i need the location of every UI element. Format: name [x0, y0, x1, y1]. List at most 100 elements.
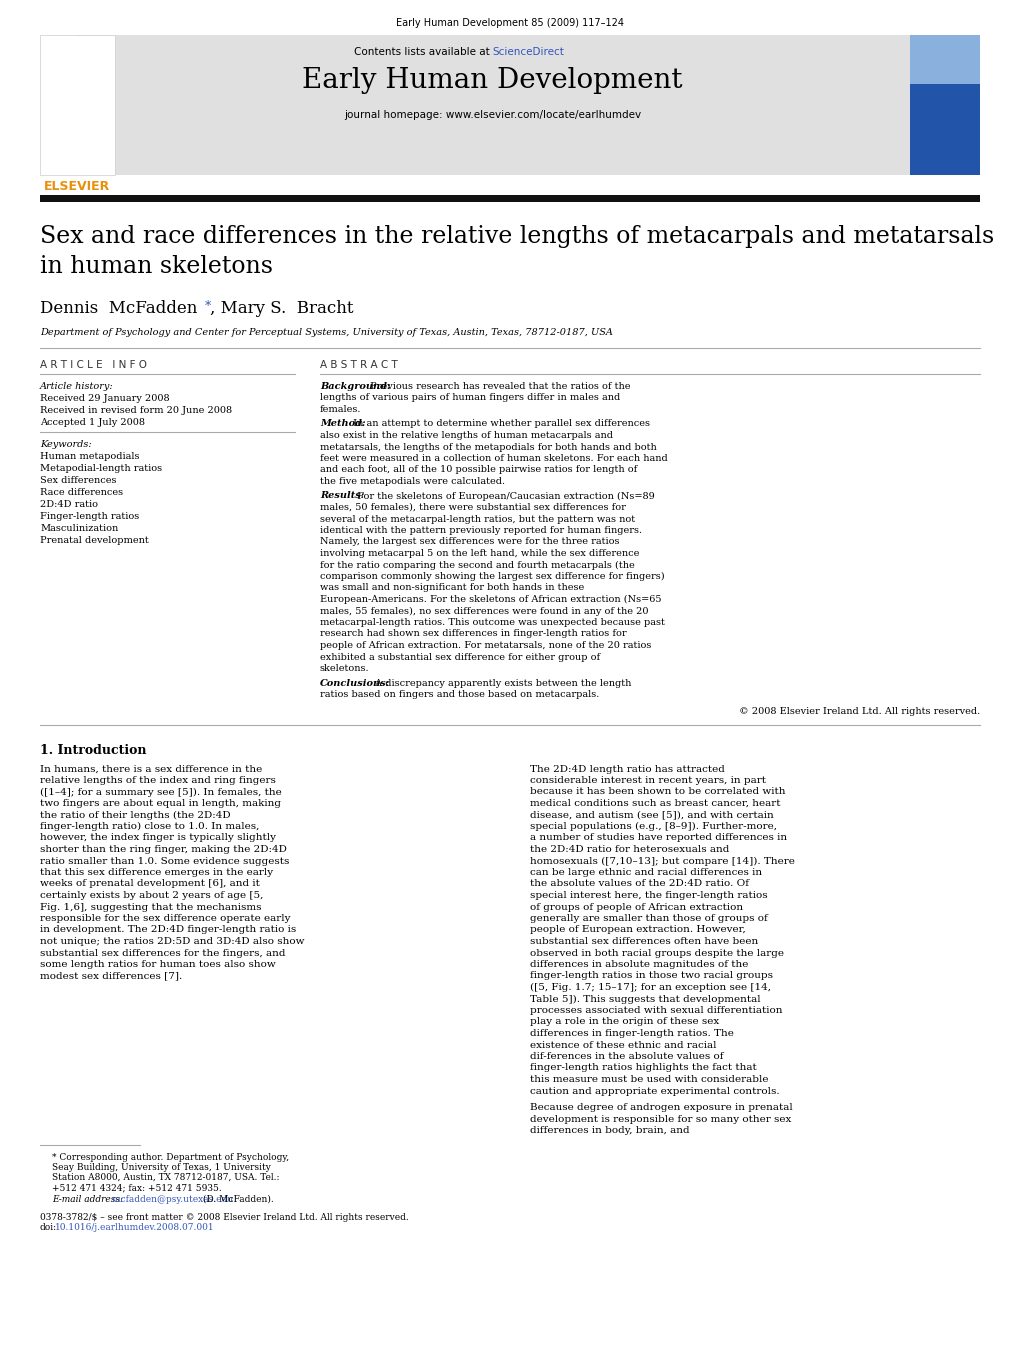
Text: existence of these ethnic and racial: existence of these ethnic and racial: [530, 1041, 715, 1049]
Bar: [40, 194, 979, 202]
Text: E-mail address:: E-mail address:: [52, 1195, 123, 1204]
Text: Prenatal development: Prenatal development: [40, 535, 149, 545]
Text: differences in absolute magnitudes of the: differences in absolute magnitudes of th…: [530, 959, 748, 969]
Text: Fig. 1,6], suggesting that the mechanisms: Fig. 1,6], suggesting that the mechanism…: [40, 902, 261, 912]
Text: relative lengths of the index and ring fingers: relative lengths of the index and ring f…: [40, 776, 275, 786]
Text: not unique; the ratios 2D:5D and 3D:4D also show: not unique; the ratios 2D:5D and 3D:4D a…: [40, 936, 305, 946]
Text: also exist in the relative lengths of human metacarpals and: also exist in the relative lengths of hu…: [320, 431, 612, 440]
Text: journal homepage: www.elsevier.com/locate/earlhumdev: journal homepage: www.elsevier.com/locat…: [343, 110, 640, 120]
Text: Station A8000, Austin, TX 78712-0187, USA. Tel.:: Station A8000, Austin, TX 78712-0187, US…: [52, 1173, 279, 1182]
Text: comparison commonly showing the largest sex difference for fingers): comparison commonly showing the largest …: [320, 572, 664, 582]
Text: certainly exists by about 2 years of age [5,: certainly exists by about 2 years of age…: [40, 892, 263, 900]
Text: Finger-length ratios: Finger-length ratios: [40, 512, 140, 520]
Text: Metapodial-length ratios: Metapodial-length ratios: [40, 463, 162, 473]
Text: dif-ferences in the absolute values of: dif-ferences in the absolute values of: [530, 1052, 722, 1061]
Text: mcfadden@psy.utexas.edu: mcfadden@psy.utexas.edu: [109, 1195, 233, 1204]
Text: finger-length ratio) close to 1.0. In males,: finger-length ratio) close to 1.0. In ma…: [40, 822, 259, 832]
Text: A R T I C L E   I N F O: A R T I C L E I N F O: [40, 360, 147, 370]
Text: homosexuals ([7,10–13]; but compare [14]). There: homosexuals ([7,10–13]; but compare [14]…: [530, 856, 794, 866]
Text: In an attempt to determine whether parallel sex differences: In an attempt to determine whether paral…: [350, 420, 649, 428]
Text: differences in body, brain, and: differences in body, brain, and: [530, 1127, 689, 1135]
Text: ([1–4]; for a summary see [5]). In females, the: ([1–4]; for a summary see [5]). In femal…: [40, 787, 281, 796]
Text: Human metapodials: Human metapodials: [40, 453, 140, 461]
Text: a number of studies have reported differences in: a number of studies have reported differ…: [530, 833, 787, 843]
Text: *: *: [205, 300, 211, 313]
Text: can be large ethnic and racial differences in: can be large ethnic and racial differenc…: [530, 868, 761, 877]
Text: some length ratios for human toes also show: some length ratios for human toes also s…: [40, 959, 275, 969]
Text: © 2008 Elsevier Ireland Ltd. All rights reserved.: © 2008 Elsevier Ireland Ltd. All rights …: [738, 707, 979, 715]
Text: generally are smaller than those of groups of: generally are smaller than those of grou…: [530, 915, 767, 923]
Text: finger-length ratios highlights the fact that: finger-length ratios highlights the fact…: [530, 1064, 756, 1072]
Text: modest sex differences [7].: modest sex differences [7].: [40, 972, 182, 980]
Bar: [909, 35, 979, 84]
Text: A B S T R A C T: A B S T R A C T: [320, 360, 397, 370]
Text: however, the index finger is typically slightly: however, the index finger is typically s…: [40, 833, 276, 843]
Text: people of European extraction. However,: people of European extraction. However,: [530, 925, 745, 935]
Text: Early Human Development 85 (2009) 117–124: Early Human Development 85 (2009) 117–12…: [395, 18, 624, 29]
Text: In humans, there is a sex difference in the: In humans, there is a sex difference in …: [40, 765, 262, 773]
Bar: [40, 35, 115, 175]
Text: differences in finger-length ratios. The: differences in finger-length ratios. The: [530, 1029, 733, 1038]
Text: special populations (e.g., [8–9]). Further-more,: special populations (e.g., [8–9]). Furth…: [530, 822, 776, 832]
Text: responsible for the sex difference operate early: responsible for the sex difference opera…: [40, 915, 290, 923]
Text: special interest here, the finger-length ratios: special interest here, the finger-length…: [530, 892, 767, 900]
Text: this measure must be used with considerable: this measure must be used with considera…: [530, 1075, 767, 1084]
Text: ScienceDirect: ScienceDirect: [492, 48, 564, 57]
Text: caution and appropriate experimental controls.: caution and appropriate experimental con…: [530, 1086, 779, 1095]
Bar: [909, 35, 979, 175]
Text: The 2D:4D length ratio has attracted: The 2D:4D length ratio has attracted: [530, 765, 725, 773]
Text: involving metacarpal 5 on the left hand, while the sex difference: involving metacarpal 5 on the left hand,…: [320, 549, 639, 559]
Text: because it has been shown to be correlated with: because it has been shown to be correlat…: [530, 787, 785, 796]
Text: Conclusions:: Conclusions:: [320, 678, 390, 688]
Text: in human skeletons: in human skeletons: [40, 255, 273, 279]
Text: ([5, Fig. 1.7; 15–17]; for an exception see [14,: ([5, Fig. 1.7; 15–17]; for an exception …: [530, 983, 770, 992]
Text: * Corresponding author. Department of Psychology,: * Corresponding author. Department of Ps…: [52, 1152, 288, 1162]
Bar: [75, 35, 909, 175]
Text: Previous research has revealed that the ratios of the: Previous research has revealed that the …: [367, 382, 630, 391]
Text: in development. The 2D:4D finger-length ratio is: in development. The 2D:4D finger-length …: [40, 925, 296, 935]
Text: two fingers are about equal in length, making: two fingers are about equal in length, m…: [40, 799, 280, 809]
Text: (D. McFadden).: (D. McFadden).: [200, 1195, 274, 1204]
Text: the ratio of their lengths (the 2D:4D: the ratio of their lengths (the 2D:4D: [40, 810, 230, 819]
Text: observed in both racial groups despite the large: observed in both racial groups despite t…: [530, 949, 784, 958]
Text: substantial sex differences for the fingers, and: substantial sex differences for the fing…: [40, 949, 285, 958]
Text: the five metapodials were calculated.: the five metapodials were calculated.: [320, 477, 504, 487]
Text: Accepted 1 July 2008: Accepted 1 July 2008: [40, 419, 145, 427]
Text: Background:: Background:: [320, 382, 390, 391]
Text: play a role in the origin of these sex: play a role in the origin of these sex: [530, 1018, 718, 1026]
Text: Contents lists available at: Contents lists available at: [354, 48, 492, 57]
Text: Seay Building, University of Texas, 1 University: Seay Building, University of Texas, 1 Un…: [52, 1163, 271, 1171]
Text: Dennis  McFadden: Dennis McFadden: [40, 300, 198, 317]
Text: Method:: Method:: [320, 420, 365, 428]
Text: skeletons.: skeletons.: [320, 665, 369, 673]
Text: metacarpal-length ratios. This outcome was unexpected because past: metacarpal-length ratios. This outcome w…: [320, 618, 664, 626]
Text: , Mary S.  Bracht: , Mary S. Bracht: [210, 300, 354, 317]
Text: males, 50 females), there were substantial sex differences for: males, 50 females), there were substanti…: [320, 503, 626, 512]
Text: Sex and race differences in the relative lengths of metacarpals and metatarsals: Sex and race differences in the relative…: [40, 226, 994, 247]
Text: the absolute values of the 2D:4D ratio. Of: the absolute values of the 2D:4D ratio. …: [530, 879, 748, 889]
Text: males, 55 females), no sex differences were found in any of the 20: males, 55 females), no sex differences w…: [320, 606, 648, 616]
Text: A discrepancy apparently exists between the length: A discrepancy apparently exists between …: [371, 678, 631, 688]
Text: metatarsals, the lengths of the metapodials for both hands and both: metatarsals, the lengths of the metapodi…: [320, 443, 656, 451]
Text: Received 29 January 2008: Received 29 January 2008: [40, 394, 169, 404]
Text: identical with the pattern previously reported for human fingers.: identical with the pattern previously re…: [320, 526, 642, 535]
Text: was small and non-significant for both hands in these: was small and non-significant for both h…: [320, 583, 584, 593]
Text: Because degree of androgen exposure in prenatal: Because degree of androgen exposure in p…: [530, 1104, 792, 1112]
Text: weeks of prenatal development [6], and it: weeks of prenatal development [6], and i…: [40, 879, 260, 889]
Text: development is responsible for so many other sex: development is responsible for so many o…: [530, 1114, 791, 1124]
Text: exhibited a substantial sex difference for either group of: exhibited a substantial sex difference f…: [320, 652, 599, 662]
Text: females.: females.: [320, 405, 361, 414]
Text: several of the metacarpal-length ratios, but the pattern was not: several of the metacarpal-length ratios,…: [320, 515, 635, 523]
Text: Article history:: Article history:: [40, 382, 113, 391]
Text: finger-length ratios in those two racial groups: finger-length ratios in those two racial…: [530, 972, 772, 980]
Text: of groups of people of African extraction: of groups of people of African extractio…: [530, 902, 743, 912]
Text: Early Human Development: Early Human Development: [302, 67, 682, 94]
Text: medical conditions such as breast cancer, heart: medical conditions such as breast cancer…: [530, 799, 780, 809]
Text: research had shown sex differences in finger-length ratios for: research had shown sex differences in fi…: [320, 629, 626, 639]
Text: For the skeletons of European/Caucasian extraction (Ns​=​89: For the skeletons of European/Caucasian …: [354, 492, 654, 500]
Text: and each foot, all of the 10 possible pairwise ratios for length of: and each foot, all of the 10 possible pa…: [320, 466, 637, 474]
Text: Sex differences: Sex differences: [40, 476, 116, 485]
Text: Received in revised form 20 June 2008: Received in revised form 20 June 2008: [40, 406, 232, 414]
Text: substantial sex differences often have been: substantial sex differences often have b…: [530, 936, 757, 946]
Text: considerable interest in recent years, in part: considerable interest in recent years, i…: [530, 776, 765, 786]
